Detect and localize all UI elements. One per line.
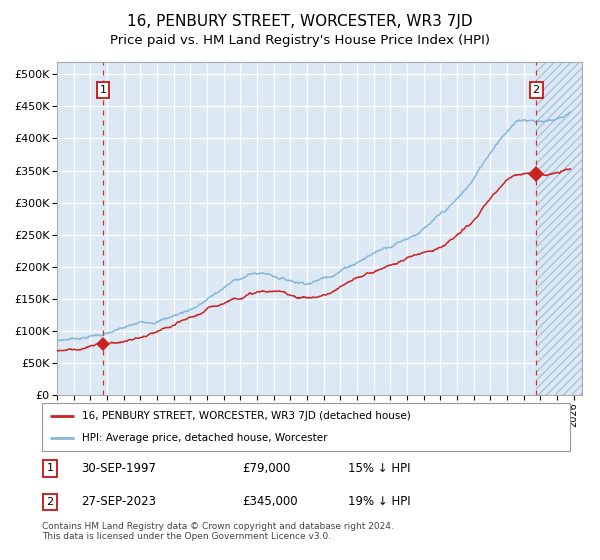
Text: 16, PENBURY STREET, WORCESTER, WR3 7JD (detached house): 16, PENBURY STREET, WORCESTER, WR3 7JD (…	[82, 411, 410, 421]
Text: 1: 1	[46, 464, 53, 473]
Text: £79,000: £79,000	[242, 462, 291, 475]
FancyBboxPatch shape	[42, 403, 570, 451]
Text: 30-SEP-1997: 30-SEP-1997	[82, 462, 157, 475]
Text: 16, PENBURY STREET, WORCESTER, WR3 7JD: 16, PENBURY STREET, WORCESTER, WR3 7JD	[127, 14, 473, 29]
Text: 1: 1	[100, 85, 106, 95]
Text: 27-SEP-2023: 27-SEP-2023	[82, 496, 157, 508]
Text: HPI: Average price, detached house, Worcester: HPI: Average price, detached house, Worc…	[82, 433, 327, 443]
Text: Price paid vs. HM Land Registry's House Price Index (HPI): Price paid vs. HM Land Registry's House …	[110, 34, 490, 46]
Text: 15% ↓ HPI: 15% ↓ HPI	[348, 462, 411, 475]
Text: 2: 2	[46, 497, 53, 507]
Text: Contains HM Land Registry data © Crown copyright and database right 2024.
This d: Contains HM Land Registry data © Crown c…	[42, 522, 394, 542]
Bar	[536, 62, 600, 395]
Text: 19% ↓ HPI: 19% ↓ HPI	[348, 496, 411, 508]
Text: £345,000: £345,000	[242, 496, 298, 508]
Text: 2: 2	[533, 85, 540, 95]
